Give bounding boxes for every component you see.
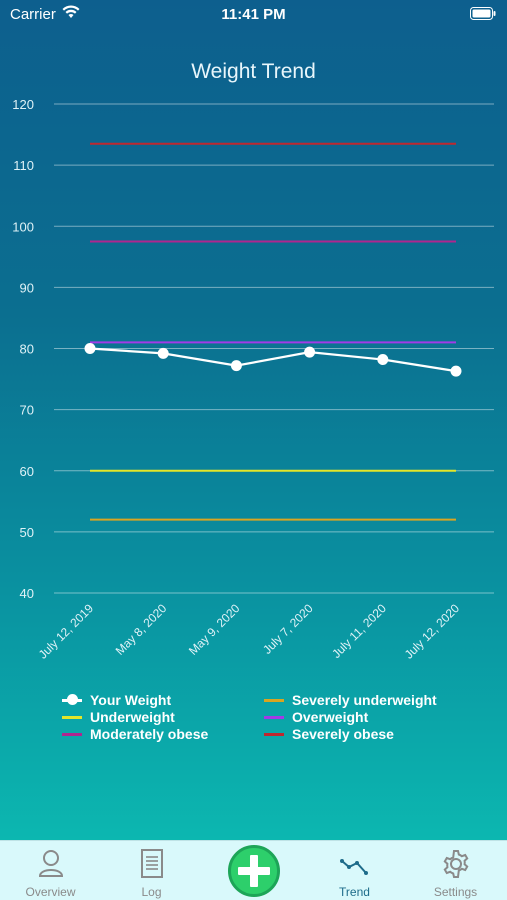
weight-point — [377, 354, 389, 366]
y-tick-label: 120 — [12, 97, 34, 112]
x-tick-label: May 8, 2020 — [113, 601, 170, 658]
wifi-icon — [62, 5, 80, 18]
x-tick-label: July 12, 2020 — [402, 601, 463, 662]
battery-icon — [470, 7, 496, 20]
tab-overview[interactable]: Overview — [0, 841, 101, 900]
legend-label: Severely obese — [292, 726, 394, 742]
tab-log-label: Log — [141, 885, 162, 899]
tab-trend-label: Trend — [339, 885, 370, 899]
status-bar: Carrier 11:41 PM — [0, 0, 507, 28]
y-tick-label: 50 — [20, 525, 34, 540]
series-line-your-weight — [89, 347, 457, 373]
y-tick-label: 80 — [20, 342, 34, 357]
legend-label: Your Weight — [90, 692, 172, 708]
tab-log[interactable]: Log — [101, 841, 202, 900]
page-title: Weight Trend — [191, 60, 316, 83]
y-tick-label: 60 — [20, 464, 34, 479]
legend-swatch — [264, 699, 284, 702]
clock-label: 11:41 PM — [221, 6, 286, 23]
tab-overview-label: Overview — [25, 885, 76, 899]
y-tick-label: 70 — [20, 403, 34, 418]
x-tick-label: July 12, 2019 — [36, 601, 97, 662]
tab-settings-label: Settings — [433, 885, 478, 899]
weight-point — [84, 343, 96, 354]
y-tick-label: 40 — [20, 586, 34, 601]
document-icon — [140, 849, 163, 878]
tab-trend[interactable]: Trend — [304, 841, 405, 900]
weight-point — [304, 346, 316, 358]
weight-trend-chart: 40 50 60 70 80 90 100 110 120 July 12, 2019 May 8,… — [12, 97, 494, 662]
x-tick-label: July 7, 2020 — [260, 601, 316, 657]
plus-icon — [238, 855, 270, 887]
x-tick-label: July 11, 2020 — [329, 601, 389, 661]
add-entry-button[interactable] — [228, 845, 280, 897]
gear-icon — [443, 850, 468, 878]
weight-point — [450, 365, 462, 377]
y-tick-label: 110 — [13, 158, 34, 173]
legend-swatch — [264, 733, 284, 736]
chart-legend: Your Weight Severely underweight Underweig… — [62, 692, 482, 748]
legend-swatch — [62, 716, 82, 719]
legend-swatch — [62, 733, 82, 736]
legend-label: Severely underweight — [292, 692, 437, 708]
tab-settings[interactable]: Settings — [405, 841, 506, 900]
legend-marker — [67, 694, 78, 705]
weight-point — [230, 360, 242, 372]
trend-icon — [339, 859, 368, 875]
carrier-label: Carrier — [10, 6, 56, 23]
person-icon — [38, 850, 63, 877]
x-tick-label: May 9, 2020 — [186, 601, 243, 658]
legend-label: Underweight — [90, 709, 175, 725]
weight-point — [157, 347, 169, 359]
y-tick-label: 90 — [20, 280, 34, 295]
y-tick-label: 100 — [12, 219, 34, 234]
legend-label: Moderately obese — [90, 726, 209, 742]
legend-label: Overweight — [292, 709, 369, 725]
legend-swatch — [264, 716, 284, 719]
